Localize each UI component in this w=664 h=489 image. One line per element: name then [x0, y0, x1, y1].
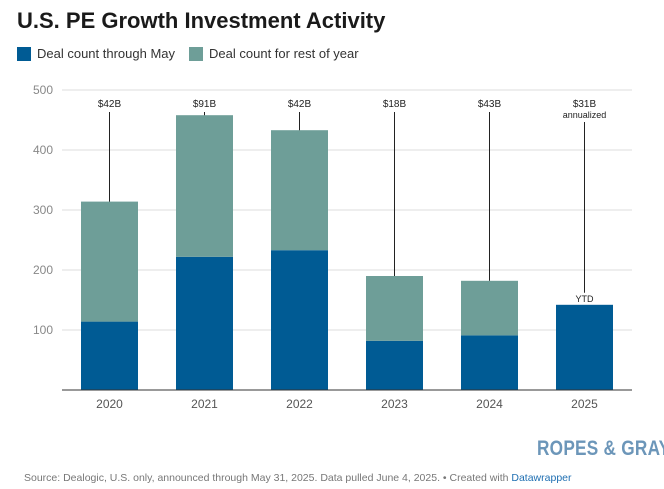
legend-item-through-may: Deal count through May	[17, 46, 175, 61]
annotation-label-2023: $18B	[383, 99, 407, 110]
bar-2021-series-1	[176, 256, 233, 390]
bar-2022-series-2	[271, 130, 328, 251]
legend: Deal count through May Deal count for re…	[17, 46, 359, 61]
bar-2024-series-1	[461, 335, 518, 390]
bar-2023-series-1	[366, 340, 423, 390]
source-note: Source: Dealogic, U.S. only, announced t…	[24, 472, 572, 484]
annotation-label-2021: $91B	[193, 99, 217, 110]
annotation-label-2024: $43B	[478, 99, 502, 110]
x-tick-label-2020: 2020	[96, 397, 123, 411]
bar-2020-series-1	[81, 321, 138, 390]
x-tick-label-2022: 2022	[286, 397, 313, 411]
y-tick-label-500: 500	[33, 83, 53, 97]
x-tick-label-2024: 2024	[476, 397, 503, 411]
annotation-label-2020: $42B	[98, 99, 122, 110]
bar-2024-series-2	[461, 280, 518, 336]
y-tick-label-200: 200	[33, 263, 53, 277]
ropes-gray-logo: ROPES & GRAY	[537, 437, 664, 460]
legend-swatch-through-may	[17, 46, 31, 61]
annotation-label-2022: $42B	[288, 99, 312, 110]
annotation-label-2025: $31B	[573, 99, 597, 110]
legend-swatch-rest-of-year	[189, 46, 204, 61]
datawrapper-link[interactable]: Datawrapper	[511, 472, 572, 484]
annotation-sublabel-2025: annualized	[563, 110, 607, 120]
bar-label-2025: YTD	[576, 294, 595, 304]
chart-title: U.S. PE Growth Investment Activity	[17, 8, 386, 33]
x-tick-label-2025: 2025	[571, 397, 598, 411]
bar-2022-series-1	[271, 250, 328, 390]
source-text: Source: Dealogic, U.S. only, announced t…	[24, 472, 512, 484]
legend-label-through-may: Deal count through May	[37, 46, 176, 61]
legend-label-rest-of-year: Deal count for rest of year	[209, 46, 359, 61]
bar-2023-series-2	[366, 276, 423, 341]
y-tick-label-400: 400	[33, 143, 53, 157]
bar-2025-series-1	[556, 304, 613, 390]
bar-2021-series-2	[176, 115, 233, 257]
legend-item-rest-of-year: Deal count for rest of year	[189, 46, 359, 61]
x-tick-label-2023: 2023	[381, 397, 408, 411]
x-tick-label-2021: 2021	[191, 397, 218, 411]
y-tick-label-100: 100	[33, 323, 53, 337]
bar-2020-series-2	[81, 201, 138, 322]
y-tick-label-300: 300	[33, 203, 53, 217]
